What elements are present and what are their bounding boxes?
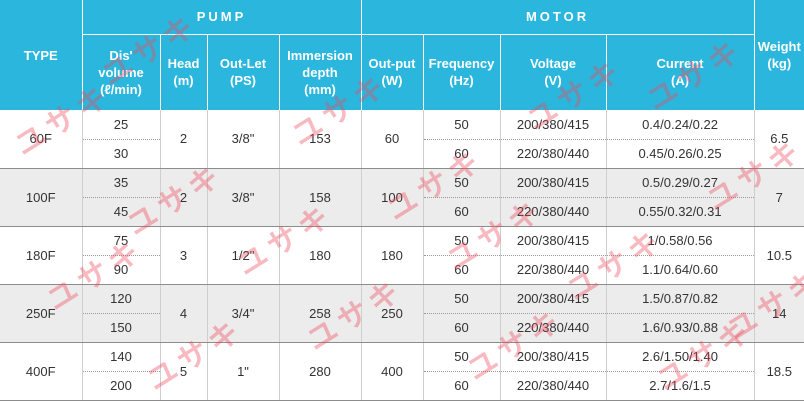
disvolume-cell: 30 [81, 139, 160, 169]
head-cell: 2 [159, 110, 207, 169]
disvolume-cell: 150 [81, 313, 160, 343]
frequency-cell: 60 [422, 255, 500, 285]
voltage-cell: 220/380/440 [499, 197, 606, 227]
immersion-cell: 153 [278, 110, 361, 169]
current-cell: 0.4/0.24/0.22 [605, 110, 755, 140]
weight-cell: 6.5 [753, 110, 804, 169]
outlet-cell: 3/8" [206, 110, 279, 169]
voltage-cell: 200/380/415 [499, 284, 606, 314]
frequency-cell: 50 [422, 342, 500, 372]
voltage-cell: 220/380/440 [499, 255, 606, 285]
immersion-cell: 158 [278, 168, 361, 227]
outlet-cell: 1" [206, 342, 279, 401]
table-row: 400F 140 5 1" 280 400 50 200/380/415 2.6/1.50/1.… [0, 342, 804, 401]
disvolume-cell: 120 [81, 284, 160, 314]
type-cell: 60F [0, 110, 82, 169]
output-cell: 100 [360, 168, 423, 227]
disvolume-cell: 90 [81, 255, 160, 285]
motor-group-header: MOTOR [361, 0, 755, 35]
output-cell: 400 [360, 342, 423, 401]
disvolume-cell: 35 [81, 168, 160, 198]
frequency-cell: 60 [422, 313, 500, 343]
type-cell: 250F [0, 284, 82, 343]
voltage-cell: 220/380/440 [499, 371, 606, 401]
output-cell: 250 [360, 284, 423, 343]
voltage-cell: 220/380/440 [499, 313, 606, 343]
head-cell: 5 [159, 342, 207, 401]
output-header: Out-put (W) [361, 34, 424, 110]
immersion-cell: 258 [278, 284, 361, 343]
spec-body: 60F 25 2 3/8" 153 60 50 200/380/415 0.4/0.24/0.2… [0, 110, 804, 401]
disvolume-cell: 75 [81, 226, 160, 256]
table-row: 180F 75 3 1/2" 180 180 50 200/380/415 1/0.58/0.5… [0, 226, 804, 285]
disvolume-header: Dis' volume (ℓ/min) [82, 34, 161, 110]
current-cell: 1.1/0.64/0.60 [605, 255, 755, 285]
voltage-cell: 200/380/415 [499, 110, 606, 140]
output-cell: 60 [360, 110, 423, 169]
frequency-header: Frequency (Hz) [423, 34, 501, 110]
weight-cell: 14 [753, 284, 804, 343]
weight-cell: 10.5 [753, 226, 804, 285]
outlet-cell: 3/4" [206, 284, 279, 343]
immersion-cell: 280 [278, 342, 361, 401]
table-row: 150 60 220/380/440 1.6/0.93/0.88 [0, 313, 804, 343]
disvolume-cell: 25 [81, 110, 160, 140]
voltage-cell: 220/380/440 [499, 139, 606, 169]
current-cell: 2.7/1.6/1.5 [605, 371, 755, 401]
frequency-cell: 50 [422, 110, 500, 140]
immersion-header: Immersion depth (mm) [279, 34, 362, 110]
table-row: 100F 35 2 3/8" 158 100 50 200/380/415 0.5/0.29/0… [0, 168, 804, 227]
weight-header: Weight (kg) [754, 0, 804, 110]
type-cell: 180F [0, 226, 82, 285]
voltage-cell: 200/380/415 [499, 342, 606, 372]
frequency-cell: 50 [422, 168, 500, 198]
table-row: 60F 25 2 3/8" 153 60 50 200/380/415 0.4/0.24/0.2… [0, 110, 804, 169]
table-row: 200 60 220/380/440 2.7/1.6/1.5 [0, 371, 804, 401]
current-cell: 1.5/0.87/0.82 [605, 284, 755, 314]
current-cell: 0.55/0.32/0.31 [605, 197, 755, 227]
weight-cell: 18.5 [753, 342, 804, 401]
pump-group-header: PUMP [82, 0, 362, 35]
current-cell: 0.5/0.29/0.27 [605, 168, 755, 198]
outlet-header: Out-Let (PS) [207, 34, 280, 110]
table-row: 30 60 220/380/440 0.45/0.26/0.25 [0, 139, 804, 169]
frequency-cell: 50 [422, 284, 500, 314]
frequency-cell: 60 [422, 371, 500, 401]
head-cell: 4 [159, 284, 207, 343]
type-cell: 400F [0, 342, 82, 401]
table-row: 45 60 220/380/440 0.55/0.32/0.31 [0, 197, 804, 227]
current-cell: 2.6/1.50/1.40 [605, 342, 755, 372]
current-header: Current (A) [606, 34, 755, 110]
type-header: TYPE [0, 0, 83, 110]
voltage-cell: 200/380/415 [499, 168, 606, 198]
outlet-cell: 3/8" [206, 168, 279, 227]
head-cell: 2 [159, 168, 207, 227]
current-cell: 1.6/0.93/0.88 [605, 313, 755, 343]
frequency-cell: 60 [422, 197, 500, 227]
disvolume-cell: 140 [81, 342, 160, 372]
immersion-cell: 180 [278, 226, 361, 285]
frequency-cell: 50 [422, 226, 500, 256]
outlet-cell: 1/2" [206, 226, 279, 285]
table-row: 90 60 220/380/440 1.1/0.64/0.60 [0, 255, 804, 285]
current-cell: 1/0.58/0.56 [605, 226, 755, 256]
type-cell: 100F [0, 168, 82, 227]
voltage-cell: 200/380/415 [499, 226, 606, 256]
frequency-cell: 60 [422, 139, 500, 169]
current-cell: 0.45/0.26/0.25 [605, 139, 755, 169]
disvolume-cell: 45 [81, 197, 160, 227]
head-header: Head (m) [160, 34, 208, 110]
output-cell: 180 [360, 226, 423, 285]
head-cell: 3 [159, 226, 207, 285]
disvolume-cell: 200 [81, 371, 160, 401]
table-row: 250F 120 4 3/4" 258 250 50 200/380/415 1.5/0.87/… [0, 284, 804, 343]
weight-cell: 7 [753, 168, 804, 227]
voltage-header: Voltage (V) [500, 34, 607, 110]
